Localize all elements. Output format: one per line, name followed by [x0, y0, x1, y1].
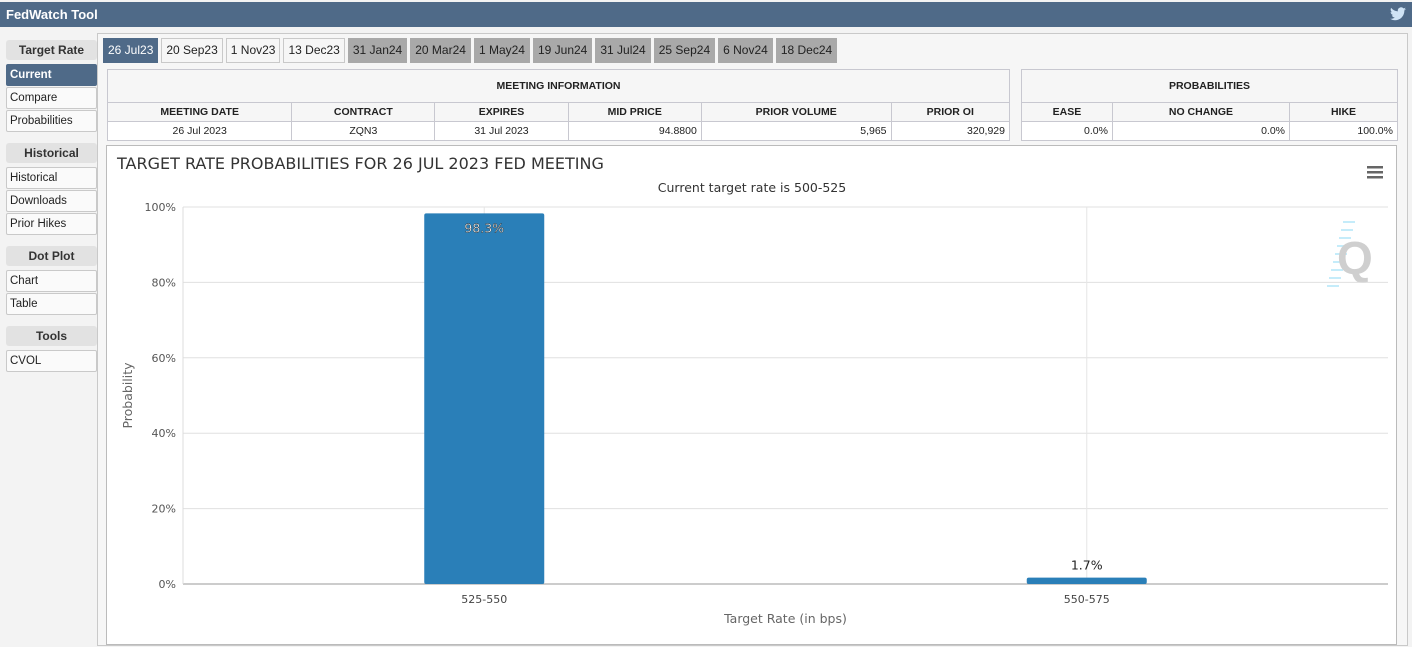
y-axis-label: Probability: [120, 362, 135, 429]
column-header: HIKE: [1289, 102, 1398, 122]
probabilities-table: PROBABILITIES EASE NO CHANGE HIKE 0.0% 0.0% 1…: [1021, 69, 1398, 141]
column-header: EXPIRES: [434, 102, 569, 122]
probability-chart: TARGET RATE PROBABILITIES FOR 26 JUL 202…: [116, 154, 1388, 626]
y-tick-label: 20%: [152, 503, 176, 516]
column-header: EASE: [1021, 102, 1113, 122]
tab-meeting[interactable]: 6 Nov24: [718, 38, 773, 63]
sidebar-item-downloads[interactable]: Downloads: [6, 190, 97, 212]
tab-meeting[interactable]: 20 Sep23: [161, 38, 223, 63]
tab-meeting[interactable]: 25 Sep24: [653, 38, 716, 63]
sidebar-section-header: Tools: [6, 326, 97, 346]
column-header: PRIOR VOLUME: [700, 102, 892, 122]
meeting-tabs: 26 Jul23 20 Sep23 1 Nov23 13 Dec23 31 Jan24 2…: [103, 38, 838, 63]
y-tick-label: 0%: [159, 578, 176, 591]
watermark-logo: Q: [1327, 221, 1373, 287]
hamburger-menu-icon[interactable]: [1367, 166, 1383, 179]
cell-value: 0.0%: [1021, 121, 1113, 141]
svg-text:Q: Q: [1337, 232, 1373, 284]
cell-value: 31 Jul 2023: [434, 121, 569, 141]
sidebar-section-header: Target Rate: [6, 40, 97, 60]
app-header: FedWatch Tool: [0, 2, 1412, 27]
data-label: 98.3%: [464, 220, 504, 235]
x-tick-label: 525-550: [461, 593, 507, 606]
twitter-icon[interactable]: [1390, 7, 1406, 21]
y-tick-label: 100%: [145, 201, 176, 214]
tab-meeting[interactable]: 18 Dec24: [775, 38, 838, 63]
cell-value: 5,965: [700, 121, 892, 141]
sidebar: Target Rate Current Compare Probabilities Hi…: [6, 40, 97, 373]
cell-value: 0.0%: [1111, 121, 1291, 141]
tab-meeting[interactable]: 19 Jun24: [532, 38, 593, 63]
y-tick-label: 60%: [152, 352, 176, 365]
chart-subtitle: Current target rate is 500-525: [658, 180, 846, 195]
tab-meeting[interactable]: 26 Jul23: [103, 38, 159, 63]
app-title: FedWatch Tool: [6, 7, 98, 22]
tab-meeting[interactable]: 20 Mar24: [410, 38, 471, 63]
sidebar-item-table[interactable]: Table: [6, 293, 97, 315]
cell-value: ZQN3: [291, 121, 436, 141]
meeting-info-title: MEETING INFORMATION: [107, 69, 1010, 103]
sidebar-section-header: Historical: [6, 143, 97, 163]
sidebar-item-chart[interactable]: Chart: [6, 270, 97, 292]
x-axis-label: Target Rate (in bps): [723, 611, 847, 626]
y-tick-label: 80%: [152, 276, 176, 289]
y-tick-label: 40%: [152, 427, 176, 440]
sidebar-item-current[interactable]: Current: [6, 64, 97, 86]
tab-meeting[interactable]: 1 Nov23: [225, 38, 281, 63]
sidebar-item-probabilities[interactable]: Probabilities: [6, 110, 97, 132]
tab-meeting[interactable]: 13 Dec23: [283, 38, 345, 63]
cell-value: 320,929: [890, 121, 1011, 141]
bar[interactable]: [424, 213, 545, 584]
sidebar-item-prior-hikes[interactable]: Prior Hikes: [6, 213, 97, 235]
sidebar-item-historical[interactable]: Historical: [6, 167, 97, 189]
tab-meeting[interactable]: 31 Jul24: [595, 38, 651, 63]
cell-value: 100.0%: [1289, 121, 1398, 141]
sidebar-item-compare[interactable]: Compare: [6, 87, 97, 109]
tab-meeting[interactable]: 31 Jan24: [347, 38, 408, 63]
tab-meeting[interactable]: 1 May24: [473, 38, 530, 63]
chart-container: TARGET RATE PROBABILITIES FOR 26 JUL 202…: [106, 145, 1397, 645]
cell-value: 94.8800: [567, 121, 702, 141]
bar[interactable]: [1026, 577, 1147, 584]
column-header: MEETING DATE: [106, 102, 293, 122]
column-header: CONTRACT: [291, 102, 436, 122]
meeting-info-table: MEETING INFORMATION MEETING DATE CONTRACT…: [106, 69, 1011, 141]
sidebar-section-header: Dot Plot: [6, 246, 97, 266]
chart-title: TARGET RATE PROBABILITIES FOR 26 JUL 202…: [116, 154, 604, 173]
probabilities-title: PROBABILITIES: [1021, 69, 1398, 103]
cell-value: 26 Jul 2023: [106, 121, 293, 141]
sidebar-item-cvol[interactable]: CVOL: [6, 350, 97, 372]
column-header: PRIOR OI: [890, 102, 1011, 122]
column-header: NO CHANGE: [1111, 102, 1291, 122]
x-tick-label: 550-575: [1064, 593, 1110, 606]
data-label: 1.7%: [1071, 558, 1103, 573]
column-header: MID PRICE: [567, 102, 702, 122]
